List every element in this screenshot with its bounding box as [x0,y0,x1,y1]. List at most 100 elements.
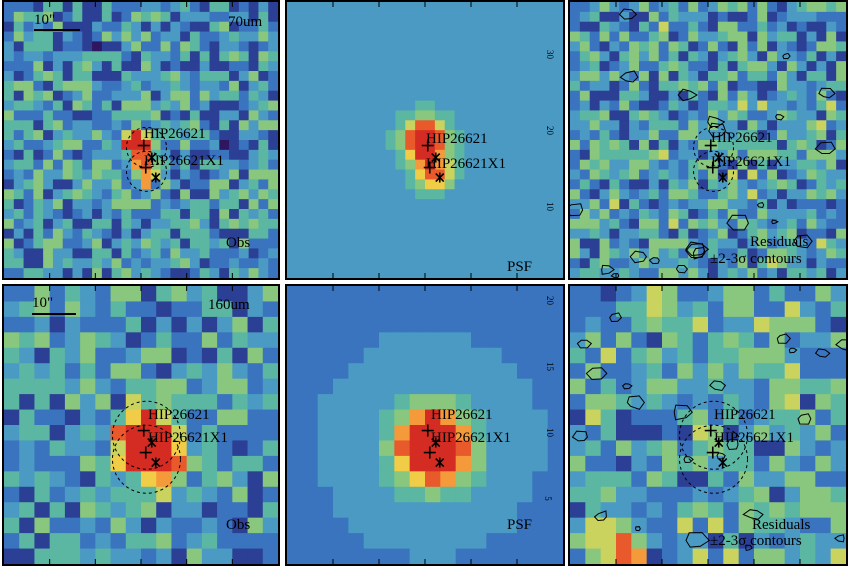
axis-tick-10: 10 [545,428,555,437]
corner-label-contours: ±2-3σ contours [710,533,802,549]
source-star-marker [431,437,441,448]
axis-tick-10: 10 [545,202,555,211]
scale-bar [34,29,80,31]
contour [788,347,798,354]
contour [626,395,646,410]
image-obs-160um [4,286,278,564]
pixel-grid [570,286,846,564]
contour [677,88,699,102]
axis-tick-15: 15 [545,362,555,371]
band-label: 70um [228,14,263,30]
corner-label-contours: ±2-3σ contours [710,251,802,267]
band-label: 160um [208,297,250,313]
contour [635,526,641,532]
contour [742,509,764,520]
corner-label: Residuals [750,234,809,250]
companion-marker [706,161,719,174]
source-label: HIP26621 [714,407,776,423]
contour [834,534,845,543]
pixel-grid [287,286,563,564]
image-psf-160um [287,286,563,564]
corner-label: Obs [226,235,251,251]
contour [685,241,710,257]
source-star-marker [714,152,724,163]
image-obs-70um [4,2,278,278]
contour [782,52,791,60]
panel-obs-70um: 10" 70um HIP26621 HIP26621X1 Obs [2,0,280,280]
companion-marker [139,161,152,174]
companion-star-marker [435,457,445,468]
contour [618,8,638,20]
corner-label: PSF [507,517,533,533]
panel-residuals-70um: HIP26621 HIP26621X1 Residuals ±2-3σ cont… [568,0,848,280]
contour [673,404,693,421]
source-label: HIP26621 [144,126,206,142]
aperture-circle [693,150,735,192]
companion-label: HIP26621X1 [148,430,229,446]
pixel-grid [570,2,846,278]
source-marker [421,139,434,152]
source-marker [704,139,717,152]
contour [675,265,689,274]
companion-label: HIP26621X1 [714,430,795,446]
contour [708,122,727,138]
contour [709,380,727,392]
contour [576,339,593,349]
source-marker [704,424,717,437]
contour [570,203,584,217]
source-star-marker [714,437,724,448]
contour [776,333,791,344]
axis-tick-5: 5 [542,496,553,501]
contour [601,264,615,275]
panel-psf-70um: 30 20 10 HIP26621 HIP26621X1 PSF [285,0,565,280]
contour [771,219,779,225]
source-marker [137,139,150,152]
corner-label: Residuals [752,517,811,533]
companion-label: HIP26621X1 [431,430,512,446]
contour [726,439,739,451]
pixel-grid [287,2,563,278]
contour [629,250,648,264]
companion-star-marker [718,172,728,183]
image-psf-70um [287,2,563,278]
contour [685,243,705,259]
source-star-marker [431,152,441,163]
contour [692,246,706,260]
aperture-circle [125,150,167,192]
source-label: HIP26621 [711,130,773,146]
scale-label: 10" [34,12,56,28]
axis-tick-30: 30 [545,50,555,59]
panel-psf-160um: 20 15 10 5 HIP26621 HIP26621X1 PSF [285,284,565,566]
contour [683,456,694,464]
companion-star-marker [151,172,161,183]
contour [835,339,846,351]
contour [707,115,726,127]
companion-label: HIP26621X1 [711,154,792,170]
contour [775,114,785,121]
contour [593,510,607,522]
contour [745,544,753,551]
image-residuals-70um [570,2,846,278]
contour [814,348,831,358]
contour [716,452,726,460]
companion-label: HIP26621X1 [144,153,225,169]
contour [793,234,813,249]
companion-marker [706,446,719,459]
source-star-marker [147,437,157,448]
scale-label: 10" [32,295,54,311]
contour [648,257,660,265]
corner-label: PSF [507,259,533,275]
source-label: HIP26621 [148,407,210,423]
contour [585,367,608,381]
companion-marker [139,446,152,459]
pixel-grid [4,286,278,564]
axis-tick-20: 20 [545,126,555,135]
source-star-marker [147,152,157,163]
contour [814,141,836,154]
source-marker [137,424,150,437]
source-marker [421,424,434,437]
pixel-grid [4,2,278,278]
companion-label: HIP26621X1 [426,156,507,172]
companion-marker [423,161,436,174]
contour [685,532,711,548]
